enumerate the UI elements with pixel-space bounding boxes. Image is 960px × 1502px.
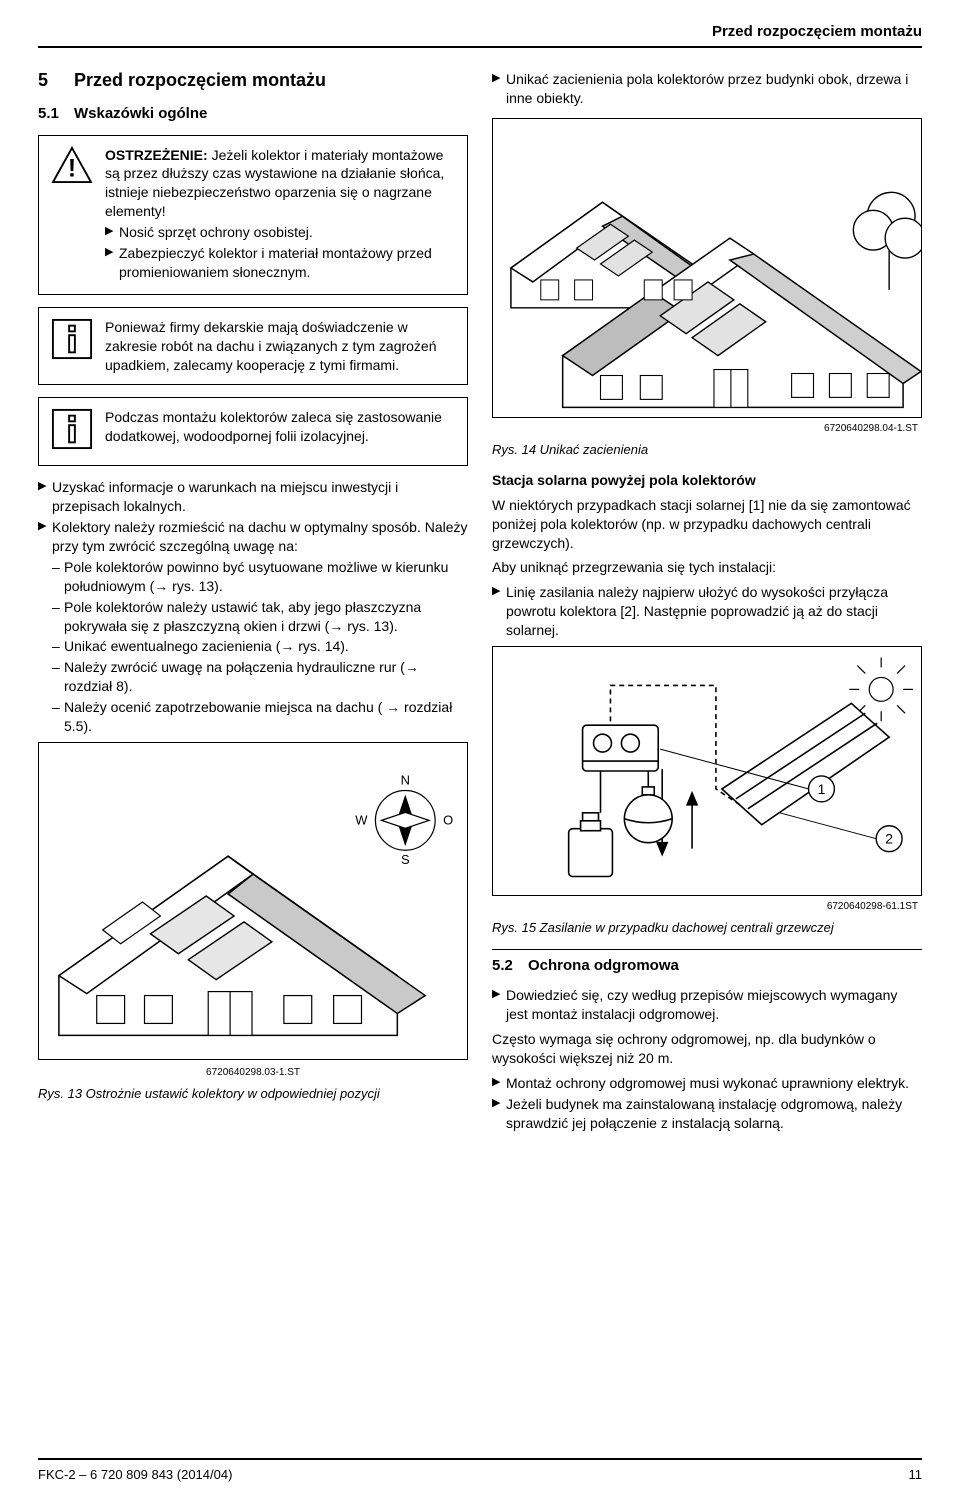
warning-bullet: Nosić sprzęt ochrony osobistej.: [119, 223, 313, 242]
figure-13: N S W O: [38, 742, 468, 1060]
svg-text:2: 2: [885, 831, 893, 847]
paragraph: Aby uniknąć przegrzewania się tych insta…: [492, 558, 922, 577]
info-box: Podczas montażu kolektorów zaleca się za…: [38, 397, 468, 466]
dash-item: Należy zwrócić uwagę na połączenia hydra…: [64, 658, 468, 696]
info-icon: [51, 408, 93, 450]
paragraph: Często wymaga się ochrony odgromowej, np…: [492, 1030, 922, 1068]
body-bullet: Dowiedzieć się, czy według przepisów mie…: [506, 986, 922, 1024]
figure-14-id: 6720640298.04-1.ST: [492, 422, 922, 438]
figure-13-svg: N S W O: [39, 743, 467, 1059]
svg-text:N: N: [401, 772, 410, 787]
info-icon: [51, 318, 93, 360]
subsection-number: 5.1: [38, 104, 74, 124]
body-bullet: Jeżeli budynek ma zainstalowaną instalac…: [506, 1095, 922, 1133]
section-number: 5: [38, 68, 74, 92]
subsection-title: Wskazówki ogólne: [74, 104, 207, 124]
figure-14-svg: [493, 119, 921, 417]
dash-item: Pole kolektorów powinno być usytuowane m…: [64, 558, 468, 596]
figure-15-caption: Rys. 15 Zasilanie w przypadku dachowej c…: [492, 919, 922, 937]
subsection-heading: 5.1 Wskazówki ogólne: [38, 104, 468, 124]
info-text: Podczas montażu kolektorów zaleca się za…: [105, 408, 455, 455]
warning-bullet: Zabezpieczyć kolektor i materiał montażo…: [119, 244, 455, 282]
figure-15-svg: 1 2: [493, 647, 921, 895]
dash-item: Należy ocenić zapotrzebowanie miejsca na…: [64, 698, 468, 736]
warning-lead: OSTRZEŻENIE:: [105, 147, 208, 163]
info-text: Ponieważ firmy dekarskie mają doświadcze…: [105, 318, 455, 375]
warning-icon: !: [51, 146, 93, 184]
section-title: Przed rozpoczęciem montażu: [74, 68, 326, 92]
section-heading: 5 Przed rozpoczęciem montażu: [38, 68, 468, 92]
subsection-title: Ochrona odgromowa: [528, 956, 679, 976]
info-box: Ponieważ firmy dekarskie mają doświadcze…: [38, 307, 468, 386]
svg-text:S: S: [401, 852, 410, 867]
dash-item: Pole kolektorów należy ustawić tak, aby …: [64, 598, 468, 636]
svg-text:W: W: [355, 812, 368, 827]
page-footer: FKC-2 – 6 720 809 843 (2014/04) 11: [38, 1458, 922, 1484]
body-bullet: Uzyskać informacje o warunkach na miejsc…: [52, 478, 468, 516]
running-title: Przed rozpoczęciem montażu: [38, 22, 922, 48]
figure-15-id: 6720640298-61.1ST: [492, 900, 922, 916]
footer-page-number: 11: [909, 1466, 923, 1484]
page-body: 5 Przed rozpoczęciem montażu 5.1 Wskazów…: [38, 24, 922, 1134]
figure-15: 1 2: [492, 646, 922, 896]
right-column: ▶Unikać zacienienia pola kolektorów prze…: [492, 68, 922, 1134]
figure-13-id: 6720640298.03-1.ST: [38, 1064, 468, 1082]
svg-text:!: !: [68, 155, 76, 182]
svg-text:1: 1: [818, 781, 826, 797]
body-bullet: Kolektory należy rozmieścić na dachu w o…: [52, 518, 468, 556]
figure-13-caption: Rys. 13 Ostrożnie ustawić kolektory w od…: [38, 1085, 468, 1103]
figure-14: [492, 118, 922, 418]
svg-text:O: O: [443, 812, 453, 827]
paragraph: W niektórych przypadkach stacji solarnej…: [492, 496, 922, 553]
body-bullet: Montaż ochrony odgromowej musi wykonać u…: [506, 1074, 909, 1093]
warning-box: ! OSTRZEŻENIE: Jeżeli kolektor i materia…: [38, 135, 468, 295]
subsection-heading: 5.2 Ochrona odgromowa: [492, 949, 922, 976]
body-bullet: Unikać zacienienia pola kolektorów przez…: [506, 70, 922, 108]
dash-item: Unikać ewentualnego zacienienia (→ rys. …: [64, 637, 349, 656]
left-column: 5 Przed rozpoczęciem montażu 5.1 Wskazów…: [38, 68, 468, 1134]
body-bullet: Linię zasilania należy najpierw ułożyć d…: [506, 583, 922, 640]
figure-14-caption: Rys. 14 Unikać zacienienia: [492, 441, 922, 459]
subsection-number: 5.2: [492, 956, 528, 976]
footer-doc-id: FKC-2 – 6 720 809 843 (2014/04): [38, 1466, 232, 1484]
paragraph-heading: Stacja solarna powyżej pola kolektorów: [492, 471, 922, 490]
